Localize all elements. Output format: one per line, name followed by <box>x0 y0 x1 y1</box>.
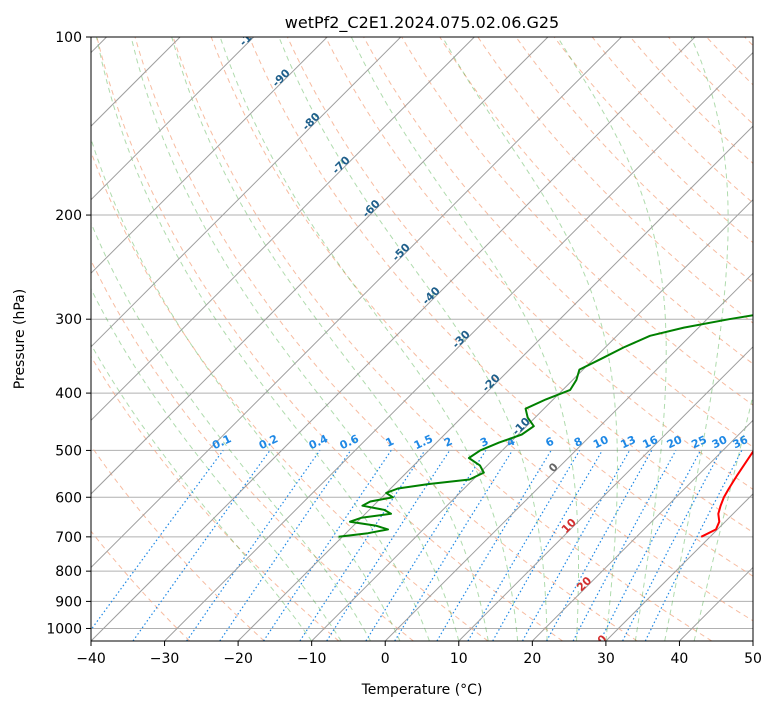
x-tick-label: 0 <box>381 651 390 667</box>
x-tick-label: −30 <box>150 651 180 667</box>
x-tick-label: −10 <box>297 651 327 667</box>
y-tick-label: 900 <box>55 594 82 610</box>
y-tick-label: 400 <box>55 386 82 402</box>
x-tick-label: 20 <box>523 651 541 667</box>
y-tick-label: 600 <box>55 490 82 506</box>
x-axis-label: Temperature (°C) <box>361 682 483 698</box>
x-tick-label: 10 <box>450 651 468 667</box>
y-axis-label: Pressure (hPa) <box>12 289 28 389</box>
x-tick-label: 50 <box>744 651 762 667</box>
x-tick-label: −40 <box>76 651 106 667</box>
y-tick-label: 1000 <box>46 621 82 637</box>
x-tick-label: 40 <box>671 651 689 667</box>
chart-title: wetPf2_C2E1.2024.075.02.06.G25 <box>285 13 559 33</box>
x-tick-label: 30 <box>597 651 615 667</box>
y-tick-label: 700 <box>55 530 82 546</box>
y-tick-label: 800 <box>55 564 82 580</box>
y-tick-label: 300 <box>55 312 82 328</box>
y-tick-label: 100 <box>55 30 82 46</box>
y-tick-label: 200 <box>55 208 82 224</box>
x-tick-label: −20 <box>223 651 253 667</box>
y-tick-label: 500 <box>55 443 82 459</box>
